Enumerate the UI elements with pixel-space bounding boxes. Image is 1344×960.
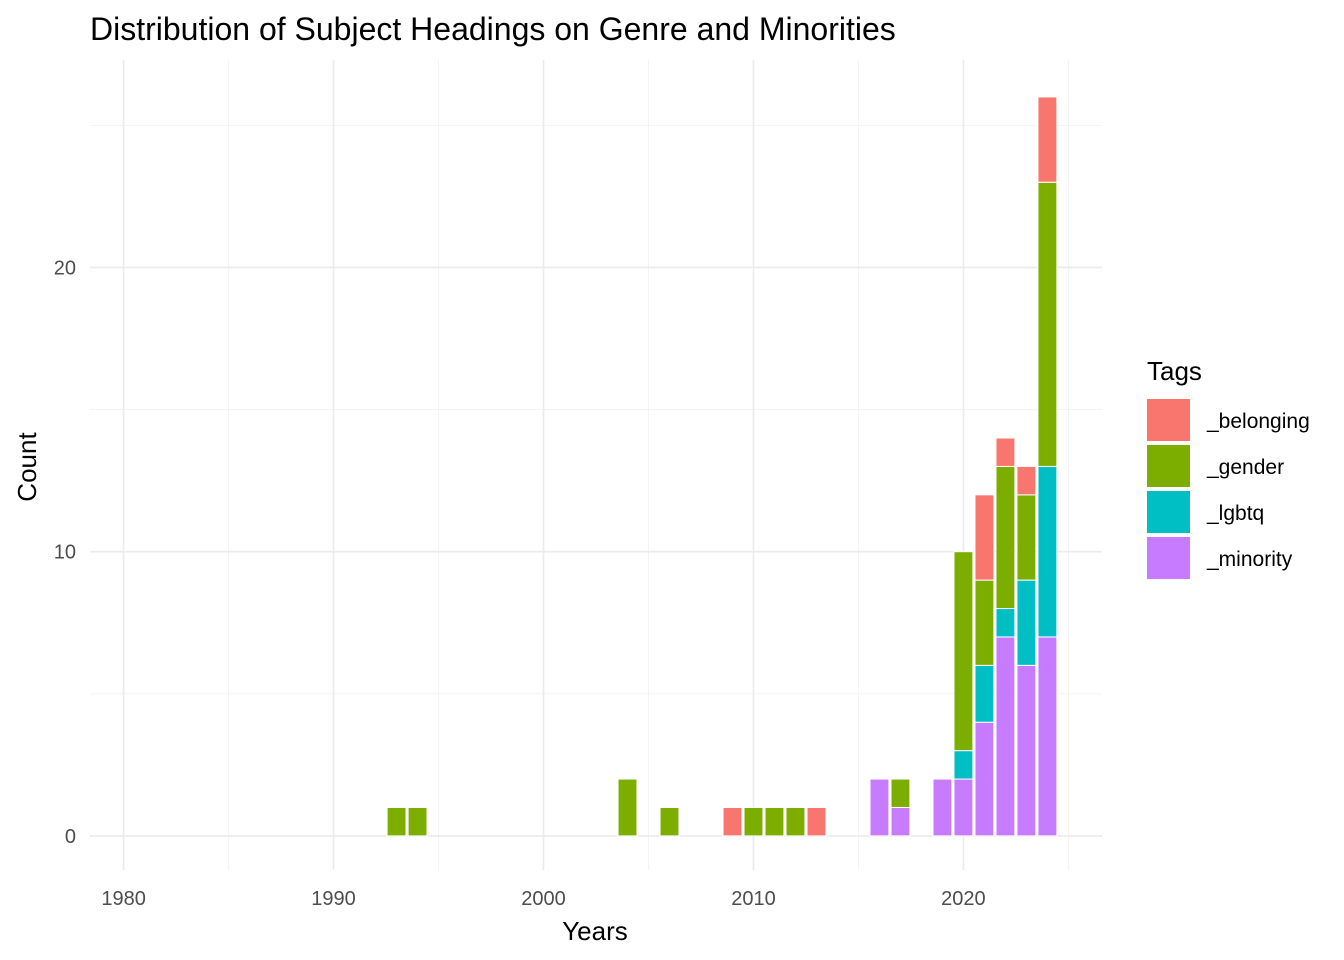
bar-segment-belonging [1016,465,1037,496]
bar-segment-gender [743,806,764,837]
bar-segment-gender [995,465,1016,610]
tick-labels: 1980 1990 2000 2010 2020 0 10 20 [54,257,986,910]
bar-segment-belonging [995,437,1016,467]
bar-segment-gender [953,551,974,752]
bar-segment-minority [932,778,953,837]
bar-segment-belonging [722,806,743,837]
legend-label-belonging: _belonging [1206,410,1310,433]
bar-segment-belonging [806,806,827,837]
grid [90,60,1102,870]
bar-segment-gender [785,806,806,837]
bar-segment-lgbtq [974,664,995,723]
bar-segment-minority [995,636,1016,837]
bar-segment-belonging [1037,96,1058,183]
bar-segment-gender [764,806,785,837]
bar-segment-minority [953,778,974,837]
bar-segment-gender [1016,494,1037,581]
x-tick-label: 2010 [731,888,776,910]
bar-segment-lgbtq [1037,465,1058,638]
bar-segment-lgbtq [995,608,1016,638]
legend-swatch-belonging [1147,399,1190,441]
x-tick-label: 2020 [941,888,986,910]
legend: Tags _belonging _gender _lgbtq _minority [1147,356,1310,579]
chart-title: Distribution of Subject Headings on Genr… [90,11,896,47]
bar-segment-minority [1016,664,1037,837]
bar-segment-minority [1037,636,1058,837]
legend-label-lgbtq: _lgbtq [1206,502,1264,525]
y-axis-title: Count [12,432,42,502]
bar-segment-gender [890,778,911,808]
legend-label-gender: _gender [1206,456,1284,479]
bar-segment-minority [974,721,995,837]
bar-segment-gender [407,806,428,837]
x-tick-label: 2000 [521,888,566,910]
legend-label-minority: _minority [1206,548,1293,571]
x-tick-label: 1980 [101,888,146,910]
x-axis-title: Years [562,916,628,946]
legend-swatch-minority [1147,537,1190,579]
y-tick-label: 0 [65,826,76,848]
x-tick-label: 1990 [311,888,356,910]
bar-segment-minority [890,806,911,837]
y-tick-label: 20 [54,257,76,279]
bar-segment-lgbtq [953,750,974,780]
bar-segment-lgbtq [1016,579,1037,666]
bar-segment-minority [869,778,890,837]
y-tick-label: 10 [54,542,76,564]
bar-segment-belonging [974,494,995,581]
legend-swatch-gender [1147,445,1190,487]
bar-segment-gender [386,806,407,837]
legend-title: Tags [1147,356,1202,386]
bar-segment-gender [974,579,995,666]
bars [386,96,1058,837]
legend-swatch-lgbtq [1147,491,1190,533]
bar-segment-gender [617,778,638,837]
bar-segment-gender [659,806,680,837]
bar-segment-gender [1037,181,1058,467]
